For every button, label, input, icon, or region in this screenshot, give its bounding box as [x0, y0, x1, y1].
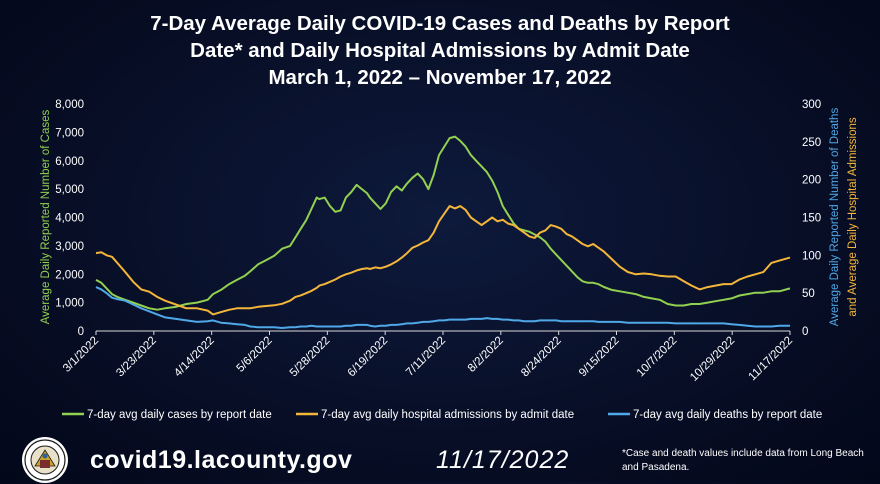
right-tick-label: 200 — [802, 175, 821, 187]
report-date: 11/17/2022 — [436, 446, 570, 474]
legend-label: 7-day avg daily cases by report date — [87, 409, 272, 421]
chart-title-line-3: March 1, 2022 – November 17, 2022 — [268, 66, 612, 89]
right-axis-label-line-2: and Average Daily Hospital Admissions — [847, 117, 859, 316]
legend-label: 7-day avg daily hospital admissions by a… — [321, 409, 574, 421]
right-tick-label: 150 — [802, 213, 821, 225]
x-tick-label: 9/15/2022 — [577, 335, 622, 380]
chart-legend: 7-day avg daily cases by report date 7-da… — [62, 409, 822, 421]
right-tick-label: 100 — [802, 250, 821, 262]
left-tick-label: 7,000 — [55, 127, 84, 139]
x-axis-ticks: 3/1/2022 3/23/2022 4/14/2022 5/6/2022 5/28/2… — [61, 331, 795, 384]
left-tick-label: 6,000 — [55, 156, 84, 168]
x-tick-label: 8/2/2022 — [466, 335, 506, 375]
x-tick-label: 5/28/2022 — [288, 335, 333, 380]
chart-title-line-1: 7-Day Average Daily COVID-19 Cases and D… — [150, 12, 730, 35]
chart-title: 7-Day Average Daily COVID-19 Cases and D… — [0, 10, 880, 91]
x-tick-label: 10/7/2022 — [635, 335, 680, 380]
right-tick-label: 250 — [802, 137, 821, 149]
county-website-link[interactable]: covid19.lacounty.gov — [90, 446, 353, 474]
right-axis-label-line-1: Average Daily Reported Number of Deaths — [829, 108, 841, 327]
right-tick-label: 50 — [802, 288, 815, 300]
right-tick-label: 0 — [802, 326, 808, 338]
x-tick-label: 11/17/2022 — [747, 335, 796, 384]
left-tick-label: 8,000 — [55, 99, 84, 111]
x-tick-label: 3/23/2022 — [114, 335, 159, 380]
footnote: *Case and death values include data from… — [622, 448, 864, 473]
la-county-seal-icon — [22, 437, 68, 483]
x-tick-label: 8/24/2022 — [519, 335, 564, 380]
series-lines — [95, 135, 791, 329]
left-tick-label: 2,000 — [55, 269, 84, 281]
left-axis-ticks: 0 1,000 2,000 3,000 4,000 5,000 6,000 7,000 8,00… — [55, 99, 84, 338]
right-axis-ticks: 0 50 100 150 200 250 300 — [802, 99, 821, 338]
left-tick-label: 0 — [78, 326, 84, 338]
chart-title-line-2: Date* and Daily Hospital Admissions by A… — [190, 39, 690, 62]
deaths-line — [95, 286, 790, 329]
left-axis-label: Average Daily Reported Number of Cases — [40, 109, 52, 324]
legend-label: 7-day avg daily deaths by report date — [633, 409, 822, 421]
x-tick-label: 7/11/2022 — [404, 335, 448, 379]
cases-line — [95, 135, 791, 311]
left-tick-label: 4,000 — [55, 213, 84, 225]
x-tick-label: 10/29/2022 — [688, 335, 737, 384]
x-tick-label: 4/14/2022 — [172, 335, 217, 380]
left-tick-label: 5,000 — [55, 184, 84, 196]
left-tick-label: 1,000 — [55, 298, 84, 310]
admissions-line — [95, 205, 791, 316]
x-tick-label: 5/6/2022 — [234, 335, 274, 375]
right-tick-label: 300 — [802, 99, 821, 111]
x-tick-label: 6/19/2022 — [346, 335, 391, 380]
left-tick-label: 3,000 — [55, 241, 84, 253]
x-tick-label: 3/1/2022 — [61, 335, 101, 375]
